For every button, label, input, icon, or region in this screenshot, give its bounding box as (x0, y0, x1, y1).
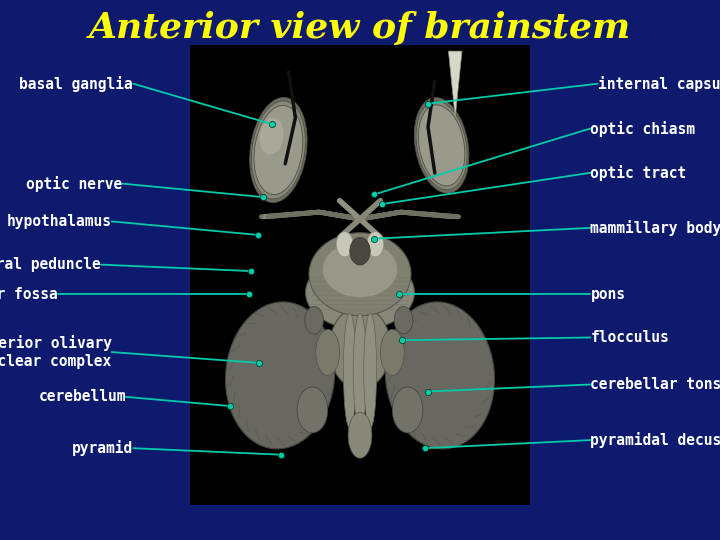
Ellipse shape (305, 306, 323, 334)
Text: hypothalamus: hypothalamus (6, 214, 112, 229)
Bar (190, 45, 530, 505)
Ellipse shape (251, 101, 305, 199)
Ellipse shape (416, 101, 467, 190)
Ellipse shape (305, 256, 415, 329)
Text: pyramidal decussation: pyramidal decussation (590, 432, 720, 448)
Ellipse shape (225, 302, 335, 449)
Text: mammillary body: mammillary body (590, 220, 720, 236)
Ellipse shape (350, 238, 370, 265)
Text: optic tract: optic tract (590, 165, 687, 181)
Ellipse shape (392, 387, 423, 433)
Text: cerebellar tonsil: cerebellar tonsil (590, 377, 720, 392)
Polygon shape (449, 51, 462, 118)
Ellipse shape (348, 412, 372, 458)
Text: interpeduncular fossa: interpeduncular fossa (0, 286, 58, 302)
Text: Anterior view of brainstem: Anterior view of brainstem (89, 11, 631, 45)
Ellipse shape (394, 306, 413, 334)
Ellipse shape (343, 313, 356, 428)
Text: pyramid: pyramid (72, 440, 133, 456)
Text: optic nerve: optic nerve (26, 176, 122, 192)
Ellipse shape (250, 97, 307, 202)
Ellipse shape (364, 313, 377, 428)
Ellipse shape (259, 118, 284, 154)
Ellipse shape (354, 313, 366, 428)
Ellipse shape (329, 306, 391, 389)
Ellipse shape (323, 242, 397, 297)
Text: optic chiasm: optic chiasm (590, 120, 696, 137)
Ellipse shape (380, 329, 404, 375)
Ellipse shape (254, 105, 303, 194)
Text: cerebellum: cerebellum (38, 389, 126, 404)
Ellipse shape (418, 105, 465, 186)
Ellipse shape (414, 98, 469, 193)
Ellipse shape (297, 387, 328, 433)
Ellipse shape (316, 329, 340, 375)
Text: pons: pons (590, 287, 626, 302)
Ellipse shape (366, 232, 384, 257)
Text: cerebral peduncle: cerebral peduncle (0, 257, 101, 272)
Text: basal ganglia: basal ganglia (19, 76, 133, 92)
Ellipse shape (336, 232, 354, 257)
Text: internal capsule: internal capsule (598, 76, 720, 92)
Ellipse shape (309, 233, 411, 315)
Text: flocculus: flocculus (590, 330, 669, 345)
Text: inferior olivary
nuclear complex: inferior olivary nuclear complex (0, 335, 112, 369)
Ellipse shape (385, 302, 495, 449)
